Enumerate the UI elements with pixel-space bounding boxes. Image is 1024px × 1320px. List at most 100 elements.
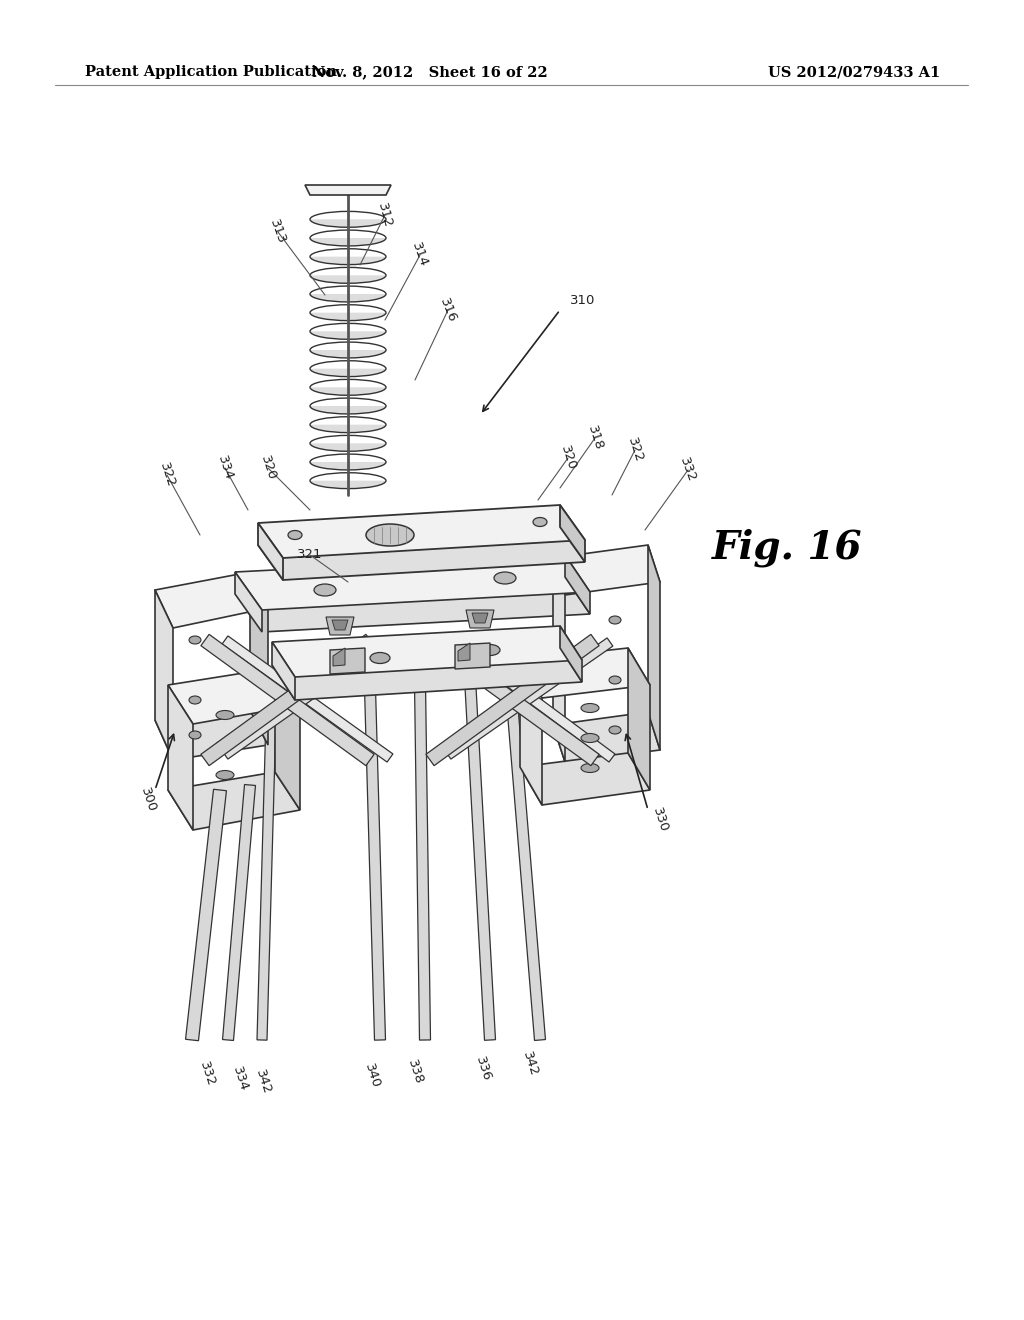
Text: 318: 318 xyxy=(585,424,605,451)
Polygon shape xyxy=(553,545,660,595)
Text: 334: 334 xyxy=(215,454,236,482)
Text: 336: 336 xyxy=(473,1055,494,1084)
Polygon shape xyxy=(426,635,599,766)
Polygon shape xyxy=(310,294,386,302)
Text: 321: 321 xyxy=(297,549,323,561)
Polygon shape xyxy=(310,425,386,433)
Text: 332: 332 xyxy=(678,455,698,484)
Text: 300: 300 xyxy=(138,785,158,814)
Text: 338: 338 xyxy=(404,1059,425,1086)
Text: 342: 342 xyxy=(253,1068,273,1096)
Polygon shape xyxy=(168,685,193,830)
Ellipse shape xyxy=(189,696,201,704)
Polygon shape xyxy=(155,590,173,760)
Polygon shape xyxy=(272,648,582,700)
Polygon shape xyxy=(185,789,226,1040)
Polygon shape xyxy=(258,523,283,579)
Polygon shape xyxy=(257,680,278,1040)
Polygon shape xyxy=(466,610,494,628)
Polygon shape xyxy=(310,219,386,227)
Text: 342: 342 xyxy=(520,1049,540,1078)
Polygon shape xyxy=(465,677,496,1040)
Polygon shape xyxy=(472,612,488,623)
Polygon shape xyxy=(310,350,386,358)
Ellipse shape xyxy=(314,583,336,597)
Text: Patent Application Publication: Patent Application Publication xyxy=(85,65,337,79)
Polygon shape xyxy=(310,238,386,246)
Polygon shape xyxy=(648,545,660,750)
Ellipse shape xyxy=(581,734,599,742)
Polygon shape xyxy=(234,577,590,632)
Text: 314: 314 xyxy=(410,240,430,269)
Polygon shape xyxy=(326,616,354,635)
Polygon shape xyxy=(201,635,374,766)
Text: 310: 310 xyxy=(570,293,595,306)
Polygon shape xyxy=(272,626,582,677)
Ellipse shape xyxy=(480,644,500,656)
Text: 313: 313 xyxy=(267,218,289,247)
Polygon shape xyxy=(520,648,650,698)
Polygon shape xyxy=(222,784,255,1040)
Text: 320: 320 xyxy=(258,454,279,482)
Ellipse shape xyxy=(494,572,516,583)
Polygon shape xyxy=(458,643,470,661)
Polygon shape xyxy=(201,635,374,766)
Text: 320: 320 xyxy=(558,444,579,473)
Polygon shape xyxy=(258,527,585,579)
Ellipse shape xyxy=(609,726,621,734)
Ellipse shape xyxy=(189,636,201,644)
Polygon shape xyxy=(250,572,268,744)
Polygon shape xyxy=(310,387,386,395)
Ellipse shape xyxy=(534,517,547,527)
Ellipse shape xyxy=(581,763,599,772)
Ellipse shape xyxy=(216,710,234,719)
Polygon shape xyxy=(272,642,295,700)
Text: 322: 322 xyxy=(157,461,177,490)
Polygon shape xyxy=(553,711,660,762)
Polygon shape xyxy=(310,331,386,339)
Text: 332: 332 xyxy=(197,1060,217,1088)
Polygon shape xyxy=(310,276,386,284)
Text: 312: 312 xyxy=(376,201,394,228)
Ellipse shape xyxy=(370,652,390,664)
Polygon shape xyxy=(168,668,300,723)
Polygon shape xyxy=(222,638,388,759)
Ellipse shape xyxy=(216,771,234,780)
Polygon shape xyxy=(155,572,268,628)
Polygon shape xyxy=(333,648,345,667)
Polygon shape xyxy=(445,638,612,759)
Polygon shape xyxy=(426,635,599,766)
Polygon shape xyxy=(305,185,391,195)
Polygon shape xyxy=(415,682,430,1040)
Text: 322: 322 xyxy=(625,436,645,465)
Polygon shape xyxy=(155,710,268,760)
Polygon shape xyxy=(330,648,365,675)
Polygon shape xyxy=(520,660,542,805)
Text: 334: 334 xyxy=(230,1065,250,1093)
Polygon shape xyxy=(310,407,386,413)
Polygon shape xyxy=(520,752,650,805)
Ellipse shape xyxy=(288,531,302,540)
Polygon shape xyxy=(455,643,490,669)
Text: 340: 340 xyxy=(361,1063,382,1090)
Ellipse shape xyxy=(366,524,414,546)
Text: Fig. 16: Fig. 16 xyxy=(712,528,862,568)
Text: 330: 330 xyxy=(650,807,670,834)
Text: 316: 316 xyxy=(437,296,459,325)
Ellipse shape xyxy=(609,616,621,624)
Polygon shape xyxy=(310,444,386,451)
Polygon shape xyxy=(310,256,386,264)
Polygon shape xyxy=(332,620,348,630)
Polygon shape xyxy=(258,506,585,558)
Polygon shape xyxy=(222,636,393,762)
Polygon shape xyxy=(310,368,386,376)
Polygon shape xyxy=(560,626,582,682)
Polygon shape xyxy=(505,677,546,1040)
Polygon shape xyxy=(365,688,385,1040)
Ellipse shape xyxy=(581,704,599,713)
Polygon shape xyxy=(275,668,300,810)
Polygon shape xyxy=(168,772,300,830)
Polygon shape xyxy=(234,572,262,632)
Polygon shape xyxy=(565,554,590,614)
Polygon shape xyxy=(310,462,386,470)
